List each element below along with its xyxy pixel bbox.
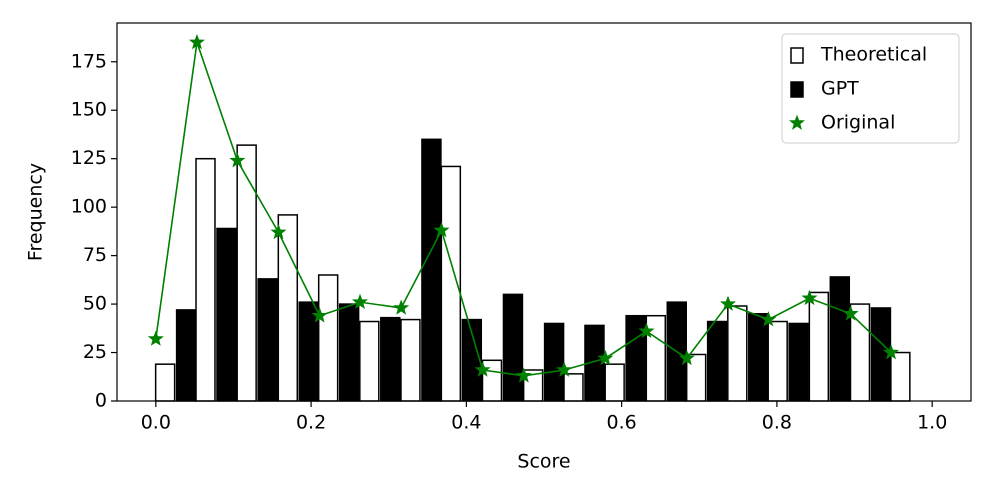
y-axis-label: Frequency bbox=[25, 163, 47, 261]
x-tick-label: 0.0 bbox=[141, 412, 171, 434]
bar bbox=[359, 320, 380, 402]
marker bbox=[883, 344, 900, 360]
x-tick-label: 0.6 bbox=[607, 412, 637, 434]
y-tick-label: 50 bbox=[83, 293, 107, 315]
x-tick-label: 0.8 bbox=[762, 412, 792, 434]
bar bbox=[216, 227, 237, 402]
marker bbox=[393, 299, 410, 315]
legend-label: Theoretical bbox=[820, 44, 927, 66]
y-tick-label: 0 bbox=[95, 390, 107, 412]
bar bbox=[543, 322, 565, 402]
bar bbox=[481, 359, 503, 402]
marker bbox=[188, 33, 205, 50]
legend-swatch bbox=[790, 81, 804, 98]
legend-label: Original bbox=[821, 112, 895, 134]
marker bbox=[515, 367, 532, 383]
bar bbox=[257, 278, 278, 402]
marker bbox=[760, 311, 777, 327]
bar bbox=[338, 303, 360, 402]
bar bbox=[298, 301, 319, 402]
bar bbox=[829, 276, 851, 402]
plot-frame bbox=[116, 22, 972, 402]
y-tick-label: 150 bbox=[71, 99, 107, 121]
x-axis-label: Score bbox=[517, 451, 570, 473]
marker bbox=[678, 349, 695, 366]
bar bbox=[154, 363, 176, 402]
marker bbox=[229, 152, 246, 168]
y-tick-label: 100 bbox=[71, 196, 107, 218]
y-tick-label: 175 bbox=[71, 50, 107, 72]
legend-swatch bbox=[788, 114, 806, 130]
marker bbox=[474, 361, 491, 377]
bar bbox=[706, 320, 728, 402]
bar bbox=[808, 291, 830, 402]
legend-swatch bbox=[790, 47, 804, 64]
bar bbox=[175, 309, 197, 402]
x-tick-label: 1.0 bbox=[917, 412, 947, 434]
bar bbox=[195, 157, 216, 402]
bar bbox=[890, 351, 911, 402]
y-tick-label: 25 bbox=[83, 341, 107, 363]
bar bbox=[421, 138, 442, 402]
marker bbox=[719, 295, 737, 311]
y-tick-label: 125 bbox=[71, 147, 107, 169]
marker bbox=[842, 305, 859, 321]
marker bbox=[433, 221, 450, 238]
x-tick-label: 0.4 bbox=[451, 412, 481, 434]
bar bbox=[767, 320, 788, 402]
marker bbox=[351, 293, 369, 309]
bar bbox=[400, 318, 421, 402]
bar bbox=[502, 293, 524, 402]
marker bbox=[556, 361, 573, 377]
marker bbox=[597, 349, 614, 366]
marker bbox=[311, 307, 328, 323]
bar bbox=[788, 322, 809, 402]
y-tick-label: 75 bbox=[83, 244, 107, 266]
x-tick-label: 0.2 bbox=[296, 412, 326, 434]
bar bbox=[727, 305, 748, 402]
bar bbox=[748, 313, 769, 402]
marker bbox=[638, 322, 655, 339]
bar bbox=[563, 373, 584, 402]
bar bbox=[277, 214, 299, 402]
legend-box bbox=[781, 33, 960, 144]
marker bbox=[147, 330, 164, 346]
marker bbox=[270, 223, 287, 240]
bar bbox=[317, 274, 339, 402]
bar bbox=[236, 144, 257, 402]
bar bbox=[604, 363, 625, 402]
bar bbox=[380, 316, 401, 402]
marker bbox=[801, 289, 818, 306]
legend-label: GPT bbox=[821, 78, 859, 100]
